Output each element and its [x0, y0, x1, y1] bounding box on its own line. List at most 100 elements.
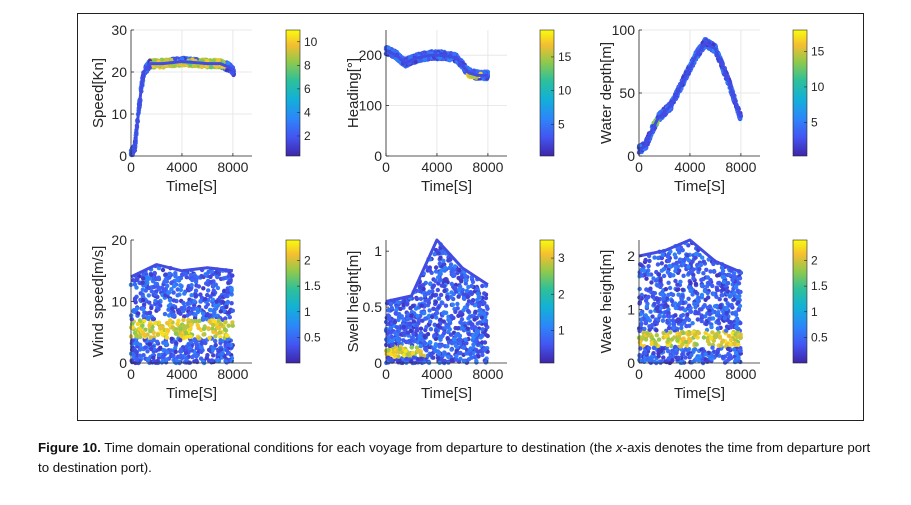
data-point: [469, 355, 474, 360]
colorbar: 123: [539, 239, 565, 364]
data-point: [427, 340, 433, 345]
data-point: [179, 272, 185, 277]
colorbar-gradient: [539, 29, 555, 157]
data-point: [206, 288, 211, 293]
data-point: [171, 298, 177, 303]
y-tick-label: 50: [619, 85, 635, 101]
data-point: [224, 68, 230, 73]
data-point: [183, 350, 189, 356]
data-point: [189, 283, 194, 288]
data-point: [203, 296, 208, 302]
data-point: [190, 354, 195, 360]
data-point: [405, 352, 410, 357]
data-point: [433, 328, 439, 333]
data-point: [480, 333, 485, 338]
data-point: [656, 337, 662, 342]
data-point: [450, 302, 455, 307]
data-point: [431, 306, 436, 311]
data-point: [431, 283, 437, 288]
data-point: [456, 294, 461, 299]
data-point: [129, 358, 134, 363]
data-point: [134, 350, 139, 355]
data-point: [206, 282, 211, 287]
data-point: [449, 341, 455, 346]
data-point: [147, 276, 152, 281]
data-point: [483, 322, 489, 328]
data-point: [477, 320, 482, 325]
data-point: [438, 255, 443, 260]
data-point: [166, 290, 171, 296]
data-point: [203, 304, 209, 310]
y-tick-label: 1: [374, 243, 382, 259]
data-point: [133, 356, 139, 362]
data-point: [437, 261, 442, 266]
data-point: [646, 294, 651, 300]
data-point: [176, 310, 181, 315]
x-axis-label: Time[S]: [421, 385, 472, 402]
data-point: [179, 306, 184, 311]
data-point: [192, 299, 197, 304]
data-point: [156, 275, 161, 280]
data-point: [483, 360, 489, 365]
colorbar-tick-label: 6: [304, 82, 311, 96]
data-point: [224, 304, 229, 310]
data-point: [177, 359, 182, 365]
colorbar-tick-label: 1: [304, 305, 311, 319]
data-point: [230, 273, 235, 278]
data-point: [136, 311, 141, 316]
data-point: [409, 335, 415, 340]
y-tick-label: 0.5: [363, 299, 383, 315]
data-point: [476, 349, 481, 354]
data-point: [159, 329, 164, 335]
data-point: [199, 341, 205, 346]
data-point: [421, 282, 426, 288]
data-point: [227, 315, 232, 320]
x-tick-label: 0: [382, 159, 390, 175]
data-point: [442, 350, 447, 356]
data-point: [171, 353, 176, 358]
data-point: [224, 348, 230, 353]
data-point: [389, 338, 395, 344]
data-point: [481, 301, 487, 306]
data-point: [193, 312, 198, 317]
y-tick-label: 0: [374, 148, 382, 164]
data-point: [170, 325, 176, 330]
data-point: [229, 358, 234, 363]
colorbar-tick-label: 5: [811, 116, 818, 130]
data-point: [414, 322, 419, 328]
data-point: [470, 322, 475, 327]
data-point: [409, 345, 414, 350]
data-point: [701, 335, 707, 340]
y-tick-label: 30: [111, 22, 127, 38]
data-point: [424, 324, 429, 330]
data-point: [226, 323, 231, 328]
data-point: [410, 303, 416, 309]
data-point: [428, 319, 433, 324]
data-point: [445, 294, 450, 300]
data-point: [455, 301, 460, 307]
data-point: [433, 344, 438, 349]
data-point: [463, 277, 468, 283]
data-point: [434, 315, 439, 320]
data-point: [201, 326, 207, 331]
data-point: [428, 352, 434, 358]
data-point: [463, 337, 468, 342]
data-point: [388, 325, 393, 331]
data-point: [217, 326, 222, 331]
data-point: [421, 286, 426, 292]
data-point: [175, 293, 180, 298]
y-tick-label: 10: [111, 106, 127, 122]
x-axis-label: Time[S]: [166, 178, 217, 195]
data-point: [211, 322, 216, 328]
data-point: [427, 268, 433, 273]
data-point: [445, 336, 450, 341]
data-point: [211, 329, 216, 335]
data-point: [173, 56, 178, 62]
data-point: [447, 327, 452, 332]
data-point: [423, 298, 428, 303]
data-point: [187, 345, 193, 351]
data-point: [470, 298, 476, 303]
data-point: [387, 314, 392, 319]
data-point: [155, 332, 161, 337]
